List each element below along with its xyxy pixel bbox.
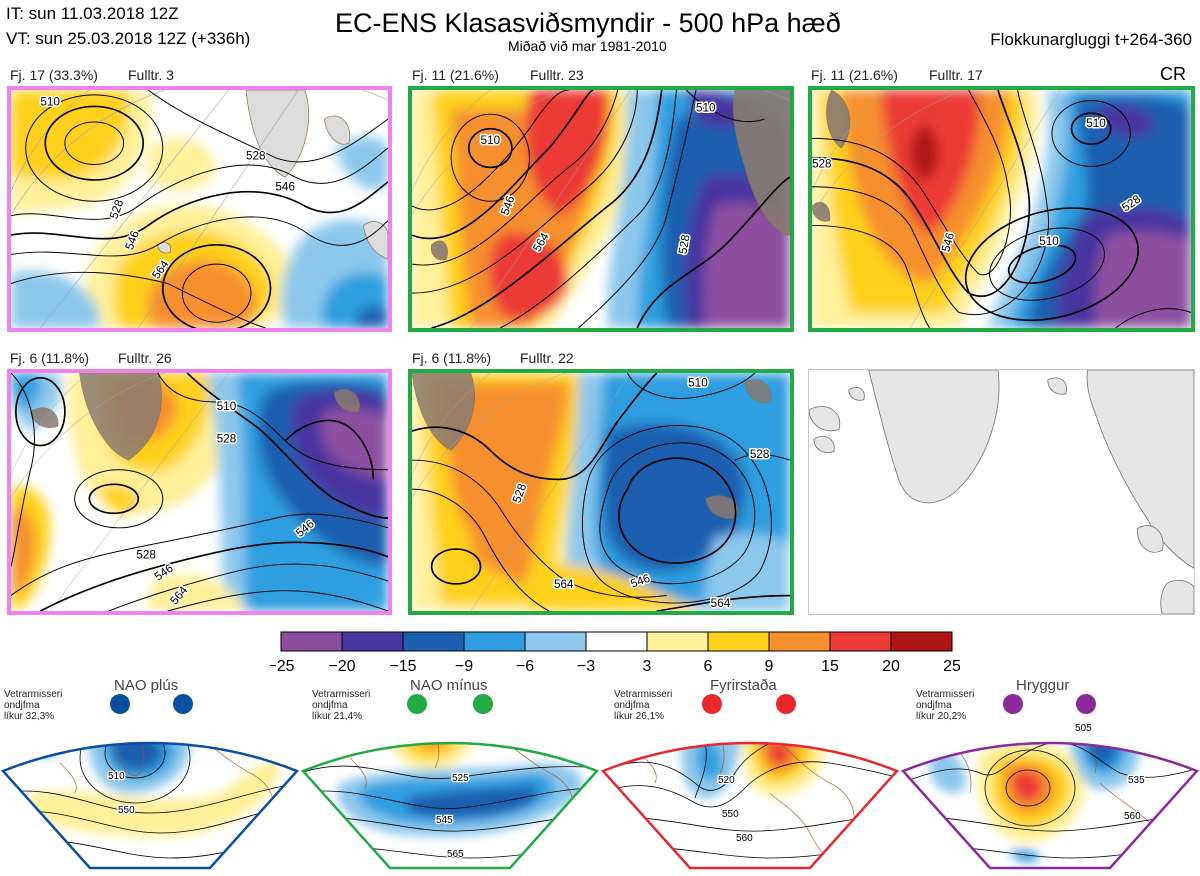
contour-label: 546	[123, 229, 142, 252]
panel-2-rep: Fulltr. 23	[530, 67, 584, 83]
colorbar-tick-label: −20	[328, 658, 355, 675]
colorbar-bin	[463, 631, 526, 652]
regime-note: Vetrarmisseri ondjfma líkur 21,4%	[312, 689, 371, 722]
panel-3-rep: Fulltr. 17	[929, 67, 983, 83]
contour-label: 550	[118, 805, 135, 816]
contour-label: 510	[40, 96, 60, 109]
colorbar-tick-label: −6	[516, 658, 534, 675]
contour-label: 565	[447, 849, 464, 860]
reference-land-map	[808, 369, 1195, 615]
colorbar-bin	[829, 631, 892, 652]
panel-2-count: Fj. 11 (21.6%)	[412, 67, 499, 83]
colorbar-bin	[280, 631, 343, 652]
cluster-map-5: 510 528 546 564 528 564	[408, 369, 794, 615]
regime-nao-plus: 510 550 NAO plús Vetrarmisseri ondjfma l…	[0, 673, 300, 871]
colorbar-tick-label: 9	[765, 658, 774, 675]
regime-nao-minus: 525 545 565 NAO mínus Vetrarmisseri ondj…	[300, 673, 600, 871]
panel-4-count: Fj. 6 (11.8%)	[10, 350, 90, 366]
panel-5-rep: Fulltr. 22	[520, 350, 574, 366]
colorbar-tick-label: −25	[270, 658, 295, 675]
regime-color-dot	[776, 694, 796, 714]
contour-label: 528	[136, 549, 156, 562]
contour-label: 528	[510, 482, 529, 505]
regime-color-dot	[173, 694, 193, 714]
contour-label: 528	[246, 150, 266, 163]
contour-label: 560	[1124, 811, 1141, 822]
colorbar-bin	[341, 631, 404, 652]
colorbar-tick-label: −9	[455, 658, 473, 675]
regime-ridge: 505 535 560 Hryggur Vetrarmisseri ondjfm…	[900, 673, 1200, 871]
contour-label: 510	[1039, 235, 1059, 248]
regime-color-dot	[702, 694, 722, 714]
regime-color-dot	[407, 694, 427, 714]
classification-window: Flokkunargluggi t+264-360	[990, 30, 1192, 49]
colorbar-tick-label: −15	[389, 658, 416, 675]
contour-label: 525	[452, 773, 469, 784]
contour-label: 528	[750, 448, 770, 461]
cluster-map-1: 510 528 546 564 528 546	[7, 86, 392, 332]
colorbar-bin	[402, 631, 465, 652]
regime-title: NAO plús	[114, 677, 179, 694]
contour-label: 510	[1086, 117, 1106, 130]
contour-label: 520	[718, 775, 735, 786]
contour-label: 546	[275, 181, 295, 194]
panel-5-count: Fj. 6 (11.8%)	[412, 350, 492, 366]
page-title: EC-ENS Klasasviðsmyndir - 500 hPa hæð	[335, 8, 841, 38]
colorbar-tick-label: 6	[704, 658, 713, 675]
colorbar-bin	[646, 631, 709, 652]
contour-label: 510	[108, 771, 125, 782]
contour-label: 510	[696, 101, 716, 114]
regime-color-dot	[473, 694, 493, 714]
contour-label: 560	[736, 833, 753, 844]
regime-color-dot	[110, 694, 130, 714]
regime-title: NAO mínus	[410, 677, 488, 694]
panel-1-rep: Fulltr. 3	[128, 67, 174, 83]
colorbar-tick-label: 15	[821, 658, 839, 675]
colorbar-bin	[707, 631, 770, 652]
regime-note: Vetrarmisseri ondjfma líkur 26,1%	[614, 689, 673, 722]
contour-label: 564	[711, 597, 731, 610]
contour-label: 564	[554, 578, 574, 591]
contour-label: 528	[217, 433, 237, 446]
contour-label: 505	[1075, 723, 1092, 734]
regime-color-dot	[1003, 694, 1023, 714]
colorbar-bin	[768, 631, 831, 652]
colorbar: −25 −20 −15 −9 −6 −3 3 6 9 15 20 25	[270, 631, 960, 675]
cr-label: CR	[1160, 64, 1186, 84]
contour-label: 528	[812, 157, 832, 170]
colorbar-bin	[524, 631, 587, 652]
panel-3-count: Fj. 11 (21.6%)	[811, 67, 898, 83]
regime-color-dot	[1076, 694, 1096, 714]
colorbar-tick-label: 3	[643, 658, 652, 675]
contour-label: 535	[1128, 775, 1145, 786]
contour-label: 510	[217, 400, 237, 413]
contour-label: 545	[436, 815, 453, 826]
regime-note: Vetrarmisseri ondjfma líkur 20,2%	[916, 689, 975, 722]
regime-blocking: 520 550 560 Fyrirstaða Vetrarmisseri ond…	[600, 673, 900, 871]
page-subtitle: Miðað við mar 1981-2010	[508, 38, 667, 54]
contour-label: 550	[722, 809, 739, 820]
cluster-map-2: 510 546 564 528 510	[408, 86, 794, 332]
contour-label: 528	[676, 234, 692, 255]
valid-time: VT: sun 25.03.2018 12Z (+336h)	[6, 29, 251, 48]
colorbar-tick-label: −3	[577, 658, 595, 675]
contour-label: 510	[688, 377, 708, 390]
cluster-map-4: 510 528 546 528 546 564	[7, 369, 392, 615]
contour-label: 510	[481, 134, 501, 147]
panel-4-rep: Fulltr. 26	[118, 350, 172, 366]
colorbar-tick-label: 20	[882, 658, 900, 675]
cluster-map-3: 510 528 546 510 528	[808, 86, 1195, 332]
regime-title: Hryggur	[1016, 677, 1070, 694]
regime-note: Vetrarmisseri ondjfma líkur 32,3%	[4, 689, 63, 722]
panel-1-count: Fj. 17 (33.3%)	[10, 67, 98, 83]
initial-time: IT: sun 11.03.2018 12Z	[6, 4, 179, 23]
regime-title: Fyrirstaða	[710, 677, 777, 694]
colorbar-bin	[890, 631, 953, 652]
colorbar-bin	[585, 631, 648, 652]
colorbar-tick-label: 25	[943, 658, 960, 675]
